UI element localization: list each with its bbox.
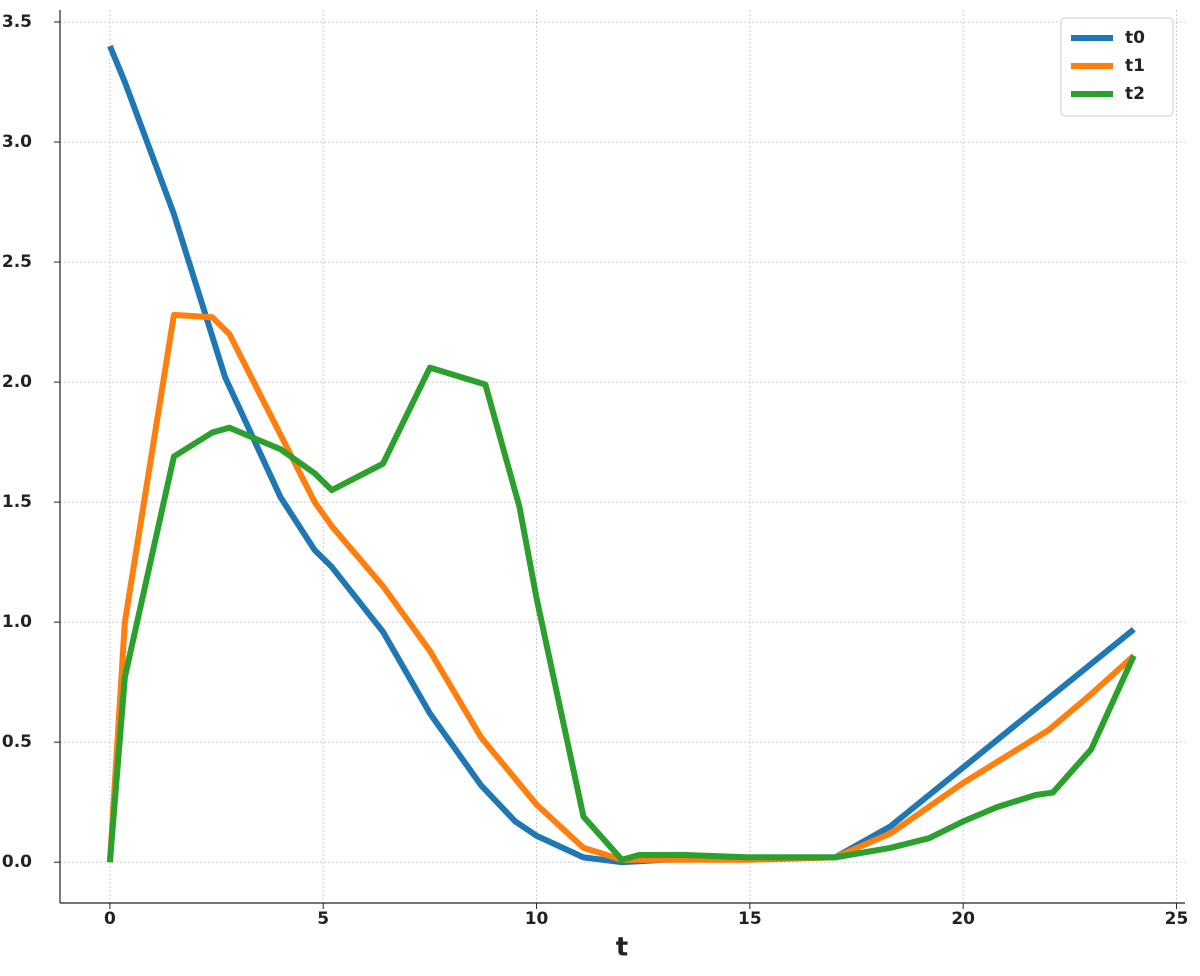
x-axis-label: t (616, 933, 628, 963)
x-tick-label: 15 (738, 909, 762, 929)
y-tick-label: 2.5 (2, 252, 32, 272)
x-tick-label: 20 (951, 909, 975, 929)
legend-label: t2 (1125, 84, 1145, 104)
line-series (106, 311, 1136, 863)
y-tick-label: 1.0 (2, 612, 32, 632)
x-tick-label: 25 (1165, 909, 1189, 929)
y-tick-label: 0.5 (2, 732, 32, 752)
legend-label: t0 (1125, 28, 1145, 48)
y-tick-label: 0.0 (2, 852, 32, 872)
legend-label: t1 (1125, 56, 1145, 76)
line-series (107, 44, 1136, 866)
y-tick-label: 3.5 (2, 12, 32, 32)
x-tick-label: 10 (525, 909, 549, 929)
y-tick-label: 2.0 (2, 372, 32, 392)
y-tick-label: 1.5 (2, 492, 32, 512)
line-series (106, 364, 1137, 863)
x-tick-label: 0 (104, 909, 116, 929)
x-tick-label: 5 (317, 909, 329, 929)
y-tick-label: 3.0 (2, 132, 32, 152)
